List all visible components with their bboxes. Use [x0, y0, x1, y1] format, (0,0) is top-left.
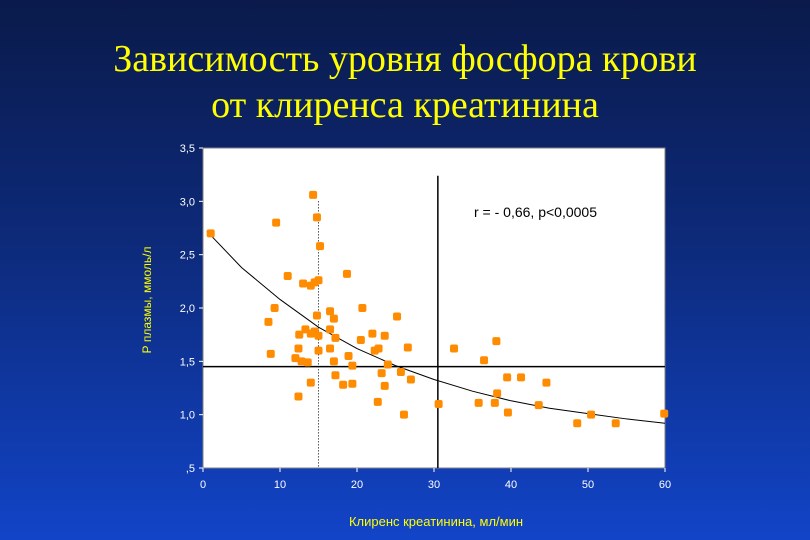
x-tick-label: 0	[200, 479, 206, 491]
data-point	[373, 397, 382, 406]
slide-title-line-1: Зависимость уровня фосфора крови	[113, 38, 697, 80]
data-points	[206, 190, 669, 428]
data-point	[348, 361, 357, 370]
data-point	[303, 358, 312, 367]
data-point	[326, 307, 335, 316]
data-point	[272, 218, 281, 227]
data-point	[326, 344, 335, 353]
data-point	[480, 356, 489, 365]
x-tick-label: 40	[505, 479, 517, 491]
data-point	[264, 317, 273, 326]
data-point	[374, 344, 383, 353]
data-point	[492, 337, 501, 346]
data-point	[660, 409, 669, 418]
x-tick-label: 50	[582, 479, 594, 491]
data-point	[344, 352, 353, 360]
data-point	[266, 349, 275, 358]
data-point	[380, 331, 389, 340]
data-point	[383, 360, 392, 369]
data-point	[314, 346, 323, 355]
data-point	[358, 304, 367, 312]
data-point	[348, 379, 357, 388]
data-point	[396, 368, 405, 376]
data-point	[393, 312, 402, 321]
data-point	[270, 304, 279, 312]
x-tick-label: 30	[428, 479, 440, 491]
data-point	[329, 314, 338, 323]
y-tick-label: 2,5	[180, 250, 195, 262]
data-point	[312, 213, 321, 222]
data-point	[474, 398, 483, 407]
x-tick-label: 60	[659, 479, 671, 491]
slide-title: Зависимость уровня фосфора крови от клир…	[0, 36, 810, 128]
y-tick-label: 3,0	[180, 196, 195, 208]
data-point	[314, 331, 323, 340]
data-point	[331, 333, 340, 342]
data-point	[587, 410, 596, 419]
data-point	[542, 378, 551, 387]
y-axis-label: Р плазмы, ммоль/л	[140, 247, 154, 354]
data-point	[403, 343, 412, 352]
data-point	[573, 419, 582, 428]
data-point	[206, 229, 215, 238]
data-point	[309, 190, 318, 199]
reference-lines	[203, 175, 665, 468]
data-point	[406, 375, 415, 384]
data-point	[377, 369, 386, 378]
y-axis-ticks: 3,5 3,0 2,5 2,0 1,5 1,0 ,5	[180, 143, 203, 475]
data-point	[399, 410, 408, 419]
data-point	[534, 401, 543, 410]
data-point	[493, 389, 502, 398]
y-tick-label: 2,0	[180, 303, 195, 315]
x-tick-label: 20	[351, 479, 363, 491]
slide-title-line-2: от клиренса креатинина	[211, 84, 599, 126]
data-point	[490, 398, 499, 407]
y-tick-label: 1,5	[180, 356, 195, 368]
x-axis-ticks: 0 10 20 30 40 50 60	[200, 468, 671, 491]
data-point	[297, 357, 306, 366]
data-point	[283, 272, 292, 280]
data-point	[434, 400, 443, 408]
data-point	[450, 344, 459, 353]
data-point	[339, 380, 348, 389]
data-point	[380, 381, 389, 390]
data-point	[517, 373, 526, 382]
data-point	[312, 311, 321, 320]
data-point	[291, 354, 300, 363]
data-point	[295, 330, 304, 339]
data-point	[331, 371, 340, 380]
data-point	[368, 329, 377, 338]
data-point	[356, 336, 365, 344]
data-point	[503, 373, 512, 382]
y-tick-label: ,5	[186, 463, 195, 475]
data-point	[326, 325, 335, 334]
y-tick-label: 3,5	[180, 143, 195, 155]
data-point	[316, 242, 325, 251]
data-point	[314, 276, 323, 285]
data-point	[342, 269, 351, 278]
data-point	[294, 392, 303, 401]
data-point	[299, 279, 308, 288]
data-point	[306, 378, 315, 387]
data-point	[611, 419, 620, 428]
x-tick-label: 10	[274, 479, 286, 491]
correlation-annotation: r = - 0,66, p<0,0005	[474, 204, 597, 220]
y-tick-label: 1,0	[180, 410, 195, 422]
x-axis-label: Клиренс креатинина, мл/мин	[349, 514, 523, 529]
data-point	[294, 344, 303, 353]
data-point	[329, 357, 338, 366]
data-point	[503, 408, 512, 417]
